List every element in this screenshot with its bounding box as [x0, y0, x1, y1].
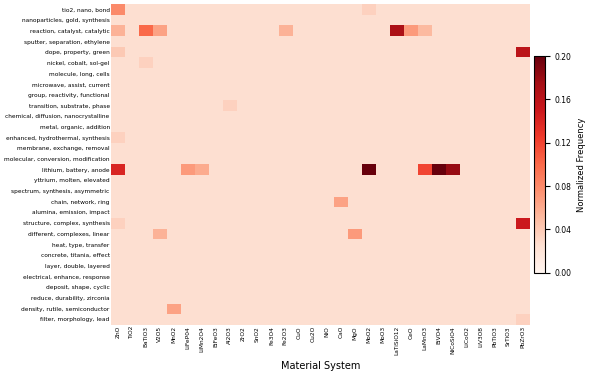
- Y-axis label: Normalized Frequency: Normalized Frequency: [577, 117, 586, 212]
- X-axis label: Material System: Material System: [280, 361, 360, 371]
